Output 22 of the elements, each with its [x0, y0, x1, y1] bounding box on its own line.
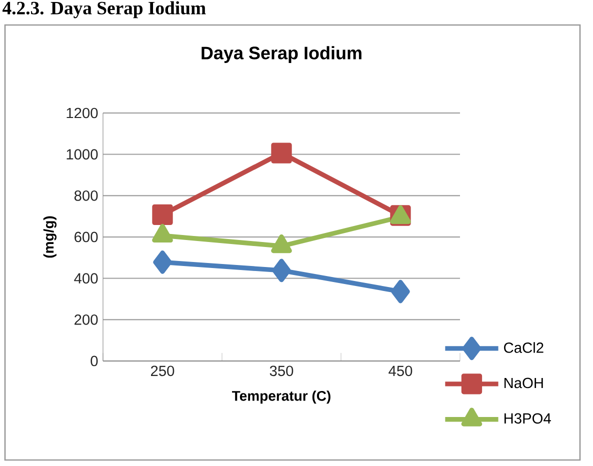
point	[152, 204, 173, 226]
x-tick-label: 350	[270, 366, 294, 376]
point	[271, 142, 292, 164]
y-tick-label: 1200	[66, 108, 98, 118]
x-axis-title: Temperatur (C)	[232, 390, 330, 404]
text: 4.2.3. Daya Serap Iodium	[2, 1, 206, 18]
y-tick-label: 400	[74, 273, 98, 284]
y-tick-label: 600	[74, 232, 98, 242]
y-tick-label: 0	[90, 356, 98, 366]
y-tick-label: 200	[74, 314, 98, 325]
legend-label: CaCl2	[504, 342, 544, 353]
y-tick-label: 1000	[66, 149, 98, 160]
chart-title: Daya Serap Iodium	[202, 46, 362, 63]
y-axis-title: (mg/g)	[43, 216, 57, 258]
x-tick-label: 250	[151, 366, 174, 376]
y-tick-label: 800	[74, 190, 98, 201]
legend-label: NaOH	[504, 378, 543, 388]
point	[153, 250, 172, 274]
x-tick-label: 450	[388, 366, 412, 376]
legend-label: H3PO4	[504, 413, 551, 424]
point	[272, 258, 291, 282]
point	[391, 280, 410, 304]
